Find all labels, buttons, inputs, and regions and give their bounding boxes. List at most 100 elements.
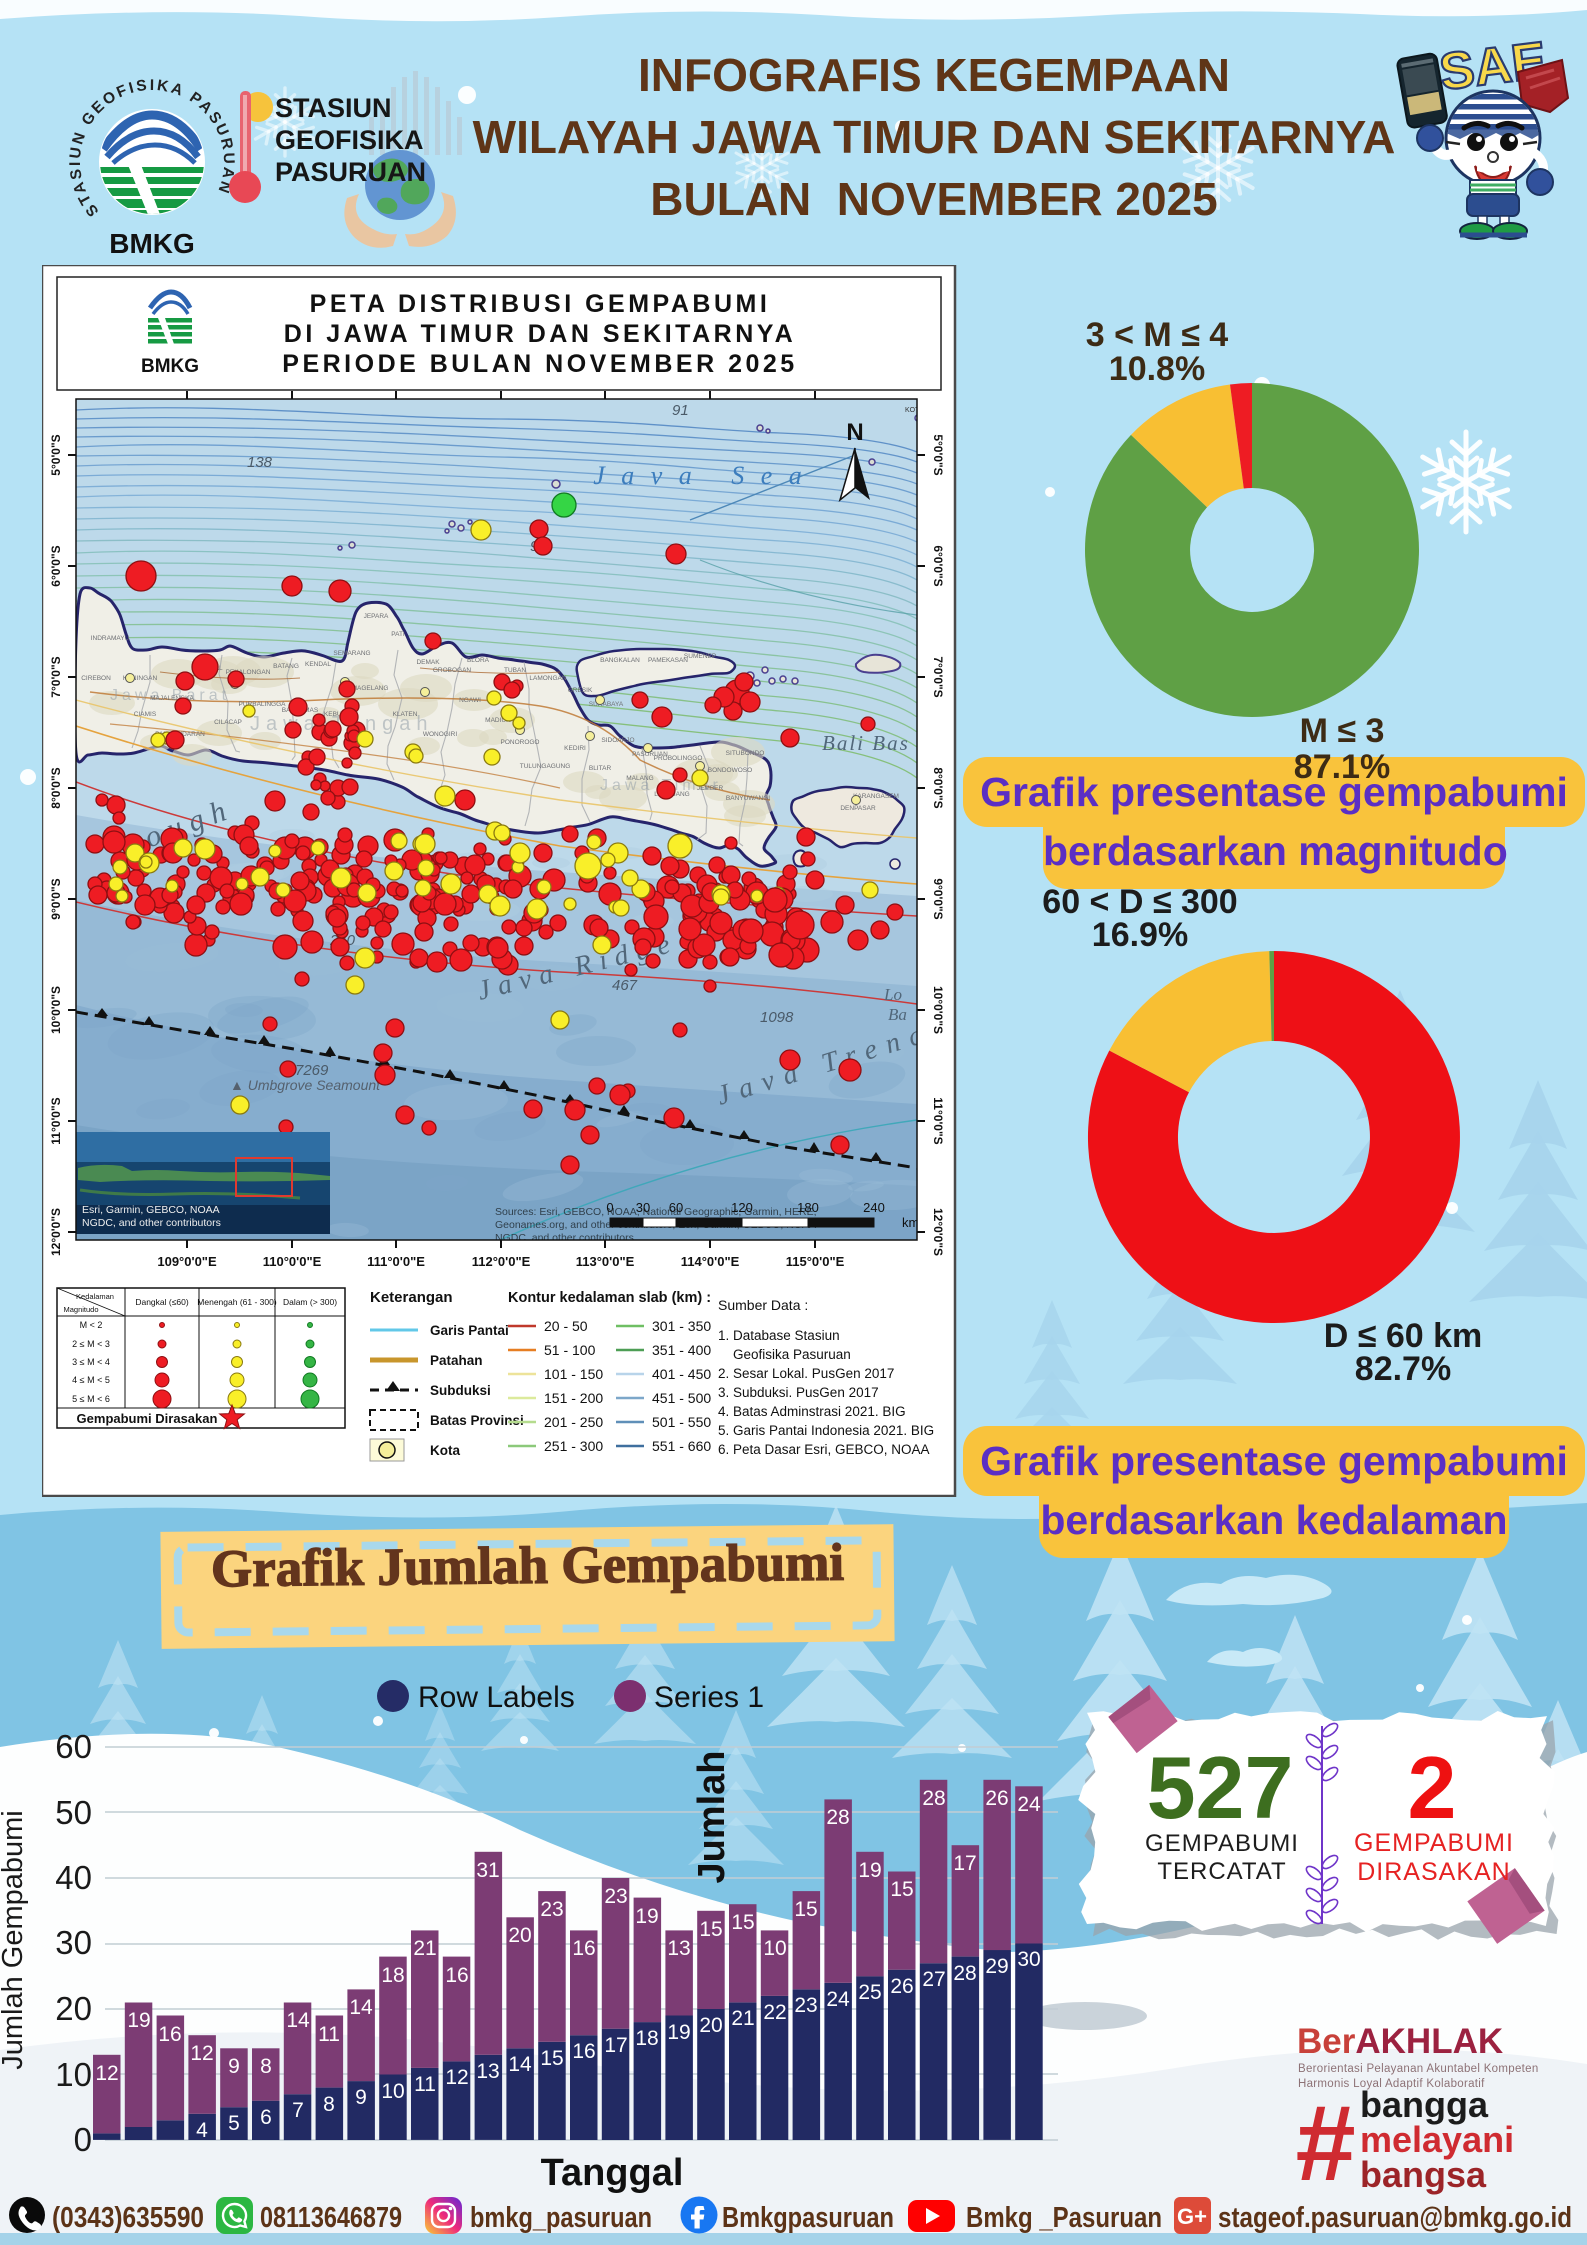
- svg-text:10°0'0"S: 10°0'0"S: [49, 986, 63, 1034]
- svg-text:5. Garis Pantai Indonesia 2021: 5. Garis Pantai Indonesia 2021. BIG: [718, 1423, 934, 1438]
- svg-text:(0343)635590: (0343)635590: [52, 2202, 204, 2234]
- svg-text:NGDC, and other contributors: NGDC, and other contributors: [82, 1217, 221, 1229]
- svg-text:Patahan: Patahan: [430, 1353, 483, 1368]
- svg-text:180: 180: [797, 1200, 819, 1215]
- svg-text:Batas Provinsi: Batas Provinsi: [430, 1413, 524, 1428]
- svg-text:20: 20: [55, 1990, 92, 2027]
- svg-text:Series 1: Series 1: [654, 1681, 764, 1714]
- svg-text:51 - 100: 51 - 100: [544, 1342, 596, 1358]
- svg-text:5: 5: [228, 2112, 240, 2135]
- svg-text:6°0'0"S: 6°0'0"S: [49, 545, 63, 586]
- svg-text:SUMENEP: SUMENEP: [684, 653, 716, 660]
- svg-text:TULUNGAGUNG: TULUNGAGUNG: [520, 763, 571, 770]
- svg-text:60: 60: [669, 1200, 683, 1215]
- svg-text:101 - 150: 101 - 150: [544, 1366, 603, 1382]
- svg-text:5 ≤ M < 6: 5 ≤ M < 6: [72, 1394, 110, 1404]
- svg-text:1. Database Stasiun: 1. Database Stasiun: [718, 1328, 840, 1343]
- svg-text:Keterangan: Keterangan: [370, 1289, 453, 1306]
- svg-text:Bali Bas: Bali Bas: [822, 731, 910, 755]
- svg-text:19: 19: [667, 2021, 690, 2044]
- svg-text:8: 8: [323, 2093, 335, 2116]
- svg-text:Garis Pantai: Garis Pantai: [430, 1323, 509, 1338]
- svg-text:16: 16: [445, 1964, 468, 1987]
- svg-text:Dalam (> 300): Dalam (> 300): [283, 1297, 337, 1307]
- svg-text:Menengah (61 - 300): Menengah (61 - 300): [197, 1297, 277, 1307]
- svg-text:Esri, Garmin, GEBCO, NOAA: Esri, Garmin, GEBCO, NOAA: [82, 1204, 220, 1216]
- svg-text:Row Labels: Row Labels: [418, 1681, 575, 1714]
- svg-text:115°0'0"E: 115°0'0"E: [786, 1254, 845, 1269]
- svg-text:BLITAR: BLITAR: [589, 765, 612, 772]
- svg-text:1098: 1098: [760, 1009, 794, 1026]
- svg-text:10: 10: [381, 2080, 404, 2103]
- svg-text:351 - 400: 351 - 400: [652, 1342, 711, 1358]
- svg-text:30: 30: [1017, 1948, 1040, 1971]
- svg-text:KENDAL: KENDAL: [305, 661, 331, 668]
- svg-text:TERCATAT: TERCATAT: [1157, 1858, 1286, 1885]
- svg-text:109°0'0"E: 109°0'0"E: [157, 1254, 217, 1269]
- svg-text:NGAWI: NGAWI: [459, 697, 481, 704]
- svg-text:Subduksi: Subduksi: [430, 1383, 491, 1398]
- svg-text:12: 12: [190, 2042, 213, 2065]
- svg-text:SIDOARJO: SIDOARJO: [601, 737, 634, 744]
- svg-text:23: 23: [604, 1885, 627, 1908]
- svg-text:0: 0: [74, 2121, 92, 2158]
- svg-text:5°0'0"S: 5°0'0"S: [49, 434, 63, 475]
- svg-text:15: 15: [890, 1878, 913, 1901]
- svg-text:NGDC, and other contributors: NGDC, and other contributors: [495, 1232, 634, 1244]
- svg-text:BLORA: BLORA: [467, 657, 490, 664]
- svg-text:467: 467: [612, 977, 638, 994]
- svg-text:29: 29: [985, 1955, 1008, 1978]
- svg-text:Jumlah: Jumlah: [691, 1750, 733, 1883]
- svg-text:7°0'0"S: 7°0'0"S: [931, 656, 945, 697]
- svg-text:PEKALONGAN: PEKALONGAN: [226, 669, 271, 676]
- svg-text:201 - 250: 201 - 250: [544, 1414, 603, 1430]
- svg-text:12: 12: [95, 2062, 118, 2085]
- svg-text:6: 6: [260, 2106, 272, 2129]
- svg-text:21: 21: [413, 1937, 436, 1960]
- svg-text:3. Subduksi. PusGen 2017: 3. Subduksi. PusGen 2017: [718, 1385, 879, 1400]
- svg-text:Jumlah Gempabumi: Jumlah Gempabumi: [0, 1810, 29, 2070]
- svg-text:GROBOGAN: GROBOGAN: [433, 667, 472, 674]
- svg-text:15: 15: [731, 1911, 754, 1934]
- svg-text:9°0'0"S: 9°0'0"S: [49, 878, 63, 919]
- svg-text:14: 14: [286, 2009, 310, 2032]
- svg-text:WONOGIRI: WONOGIRI: [423, 731, 457, 738]
- svg-text:19: 19: [858, 1859, 881, 1882]
- svg-text:INDRAMAYU: INDRAMAYU: [91, 635, 130, 642]
- svg-text:Geofisika Pasuruan: Geofisika Pasuruan: [718, 1347, 851, 1362]
- svg-text:20 - 50: 20 - 50: [544, 1318, 588, 1334]
- svg-text:60: 60: [55, 1728, 92, 1765]
- svg-text:CIAMIS: CIAMIS: [134, 711, 157, 718]
- svg-text:BMKG: BMKG: [109, 228, 195, 255]
- svg-text:17: 17: [953, 1852, 976, 1875]
- svg-text:DEMAK: DEMAK: [416, 659, 440, 666]
- svg-text:19: 19: [127, 2009, 150, 2032]
- svg-text:BANYUWANGI: BANYUWANGI: [726, 795, 770, 802]
- svg-text:30: 30: [55, 1924, 92, 1961]
- svg-text:GEMPABUMI: GEMPABUMI: [1354, 1829, 1514, 1857]
- svg-text:7269: 7269: [295, 1062, 329, 1079]
- svg-text:PATI: PATI: [391, 631, 405, 638]
- svg-text:SEMARANG: SEMARANG: [333, 650, 370, 657]
- svg-text:24: 24: [826, 1988, 850, 2011]
- svg-text:40: 40: [55, 1859, 92, 1896]
- svg-text:08113646879: 08113646879: [260, 2202, 402, 2234]
- svg-text:GEOFISIKA: GEOFISIKA: [275, 125, 424, 155]
- svg-text:Magnitudo: Magnitudo: [63, 1305, 98, 1314]
- svg-text:7: 7: [292, 2099, 304, 2122]
- svg-text:23: 23: [794, 1994, 817, 2017]
- svg-text:13: 13: [667, 1937, 690, 1960]
- svg-text:9: 9: [355, 2086, 367, 2109]
- svg-text:CIREBON: CIREBON: [81, 675, 111, 682]
- svg-text:MALANG: MALANG: [626, 775, 653, 782]
- svg-text:N: N: [846, 419, 863, 446]
- svg-text:14: 14: [349, 1996, 373, 2019]
- svg-text:DENPASAR: DENPASAR: [840, 805, 876, 812]
- svg-text:87.1%: 87.1%: [1294, 748, 1390, 786]
- svg-text:112°0'0"E: 112°0'0"E: [472, 1254, 531, 1269]
- svg-text:DI JAWA TIMUR DAN SEKITARNYA: DI JAWA TIMUR DAN SEKITARNYA: [284, 320, 796, 348]
- svg-text:26: 26: [890, 1975, 913, 1998]
- svg-text:11°0'0"S: 11°0'0"S: [49, 1097, 63, 1144]
- svg-text:PURBALINGGA: PURBALINGGA: [239, 701, 287, 708]
- svg-text:Tanggal: Tanggal: [541, 2152, 684, 2194]
